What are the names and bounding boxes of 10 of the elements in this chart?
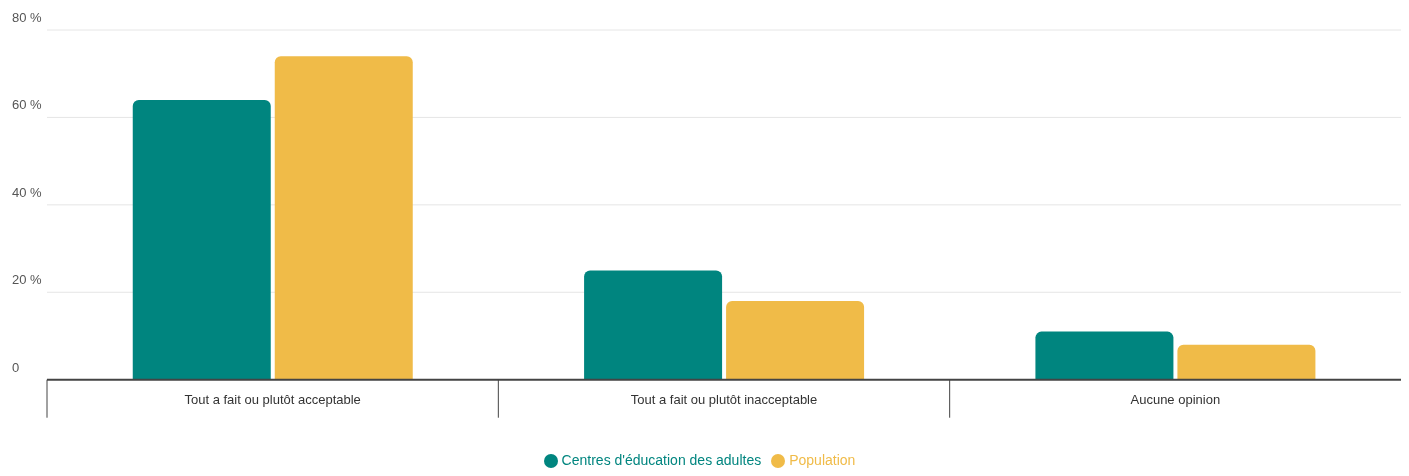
x-tick-label: Tout a fait ou plutôt inacceptable <box>630 391 818 407</box>
y-tick-label: 20 % <box>12 272 43 288</box>
y-tick-label: 80 % <box>12 10 43 25</box>
y-tick-label: 60 % <box>12 97 43 113</box>
x-tick-label: Aucune opinion <box>1130 391 1221 407</box>
x-tick-label: Tout a fait ou plutôt acceptable <box>184 391 361 407</box>
legend-label: Population <box>789 451 856 468</box>
legend-label: Centres d'éducation des adultes <box>561 451 762 468</box>
y-tick-label: 40 % <box>12 184 43 200</box>
y-tick-label: 0 <box>12 359 20 375</box>
